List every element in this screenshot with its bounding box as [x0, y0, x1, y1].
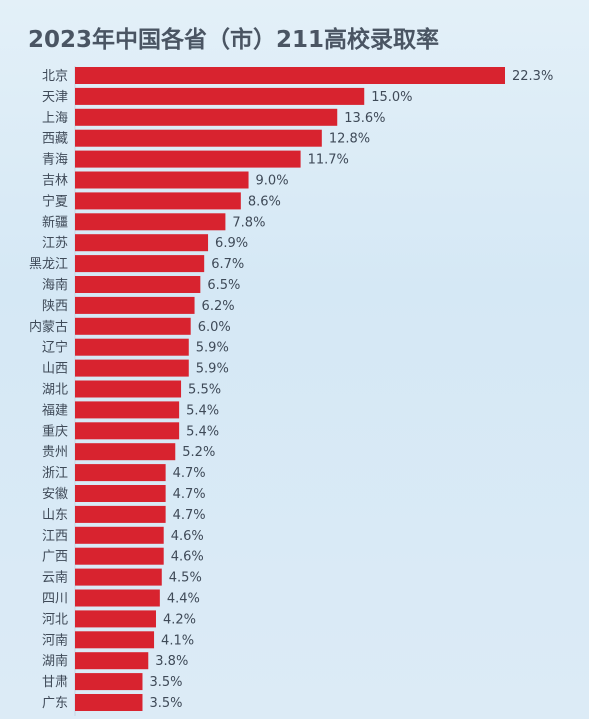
bar [75, 673, 143, 691]
value-label: 5.5% [188, 383, 221, 398]
value-label: 3.5% [149, 675, 182, 690]
value-label: 11.7% [308, 153, 349, 168]
category-label: 山西 [42, 362, 68, 377]
bar [75, 296, 195, 314]
category-label: 吉林 [42, 174, 68, 189]
bar [75, 631, 155, 649]
category-label: 青海 [42, 153, 68, 168]
bar [75, 589, 160, 607]
chart-title: 2023年中国各省（市）211高校录取率 [28, 26, 439, 53]
value-label: 7.8% [232, 215, 265, 230]
bar [75, 67, 505, 84]
bar [75, 610, 156, 628]
value-label: 4.6% [171, 550, 204, 565]
value-label: 4.1% [161, 633, 194, 648]
chart-marks: 北京 22.3% 天津 15.0% 上海 13.6% 西藏 12.8% 青海 11.7% 吉林 9.0… [29, 67, 553, 711]
bar [75, 317, 191, 335]
category-label: 宁夏 [42, 193, 68, 209]
bar [75, 422, 180, 440]
value-label: 4.7% [173, 487, 206, 502]
category-label: 辽宁 [42, 340, 68, 356]
bar [75, 526, 164, 544]
category-label: 甘肃 [42, 675, 68, 690]
bar [75, 150, 301, 168]
bar [75, 87, 365, 105]
value-label: 5.4% [186, 403, 219, 418]
value-label: 6.5% [207, 278, 240, 293]
bar [75, 568, 162, 586]
category-label: 海南 [42, 277, 68, 293]
value-label: 4.7% [173, 466, 206, 481]
bar [75, 505, 166, 523]
value-label: 4.4% [167, 592, 200, 607]
bar [75, 443, 176, 461]
bar [75, 401, 180, 419]
category-label: 西藏 [42, 132, 68, 147]
bar [75, 652, 149, 670]
value-label: 4.6% [171, 529, 204, 544]
bar [75, 213, 226, 231]
value-label: 8.6% [248, 194, 281, 209]
category-label: 河北 [42, 612, 68, 627]
value-label: 5.9% [196, 362, 229, 377]
category-label: 广西 [42, 550, 68, 565]
category-label: 江苏 [42, 235, 68, 251]
bar [75, 255, 205, 273]
category-label: 广东 [42, 696, 68, 711]
bar [75, 694, 143, 711]
category-label: 贵州 [42, 445, 68, 460]
bar [75, 359, 189, 377]
category-label: 湖北 [42, 383, 68, 398]
category-label: 浙江 [42, 466, 68, 481]
category-label: 湖南 [42, 653, 68, 669]
bar [75, 464, 166, 482]
value-label: 5.4% [186, 424, 219, 439]
value-label: 13.6% [344, 111, 385, 126]
value-label: 6.7% [211, 257, 244, 272]
category-label: 安徽 [42, 487, 68, 502]
category-label: 天津 [42, 90, 68, 105]
bar [75, 338, 189, 356]
category-label: 内蒙古 [29, 319, 68, 335]
bar [75, 171, 249, 189]
value-label: 6.2% [202, 299, 235, 314]
category-label: 北京 [42, 69, 68, 84]
category-label: 重庆 [42, 423, 68, 439]
category-label: 山东 [42, 508, 68, 523]
bar [75, 234, 209, 252]
value-label: 4.2% [163, 612, 196, 627]
bar [75, 547, 164, 565]
bar [75, 129, 322, 147]
value-label: 15.0% [371, 90, 412, 105]
category-label: 黑龙江 [29, 257, 68, 272]
bar [75, 276, 201, 293]
category-label: 新疆 [42, 214, 68, 230]
bar [75, 108, 338, 126]
value-label: 4.5% [169, 571, 202, 586]
category-label: 四川 [42, 592, 68, 607]
value-label: 6.9% [215, 236, 248, 251]
value-label: 12.8% [329, 132, 370, 147]
bar [75, 485, 166, 502]
category-label: 云南 [42, 570, 68, 586]
value-label: 22.3% [512, 69, 553, 84]
category-label: 河南 [42, 632, 68, 648]
category-label: 陕西 [42, 299, 68, 314]
value-label: 6.0% [198, 320, 231, 335]
value-label: 3.8% [155, 654, 188, 669]
category-label: 上海 [42, 111, 68, 126]
category-label: 江西 [42, 529, 68, 544]
category-label: 福建 [42, 403, 68, 418]
value-label: 9.0% [256, 174, 289, 189]
value-label: 5.9% [196, 341, 229, 356]
bar [75, 192, 241, 210]
value-label: 3.5% [149, 696, 182, 711]
bar [75, 380, 182, 398]
value-label: 5.2% [182, 445, 215, 460]
value-label: 4.7% [173, 508, 206, 523]
